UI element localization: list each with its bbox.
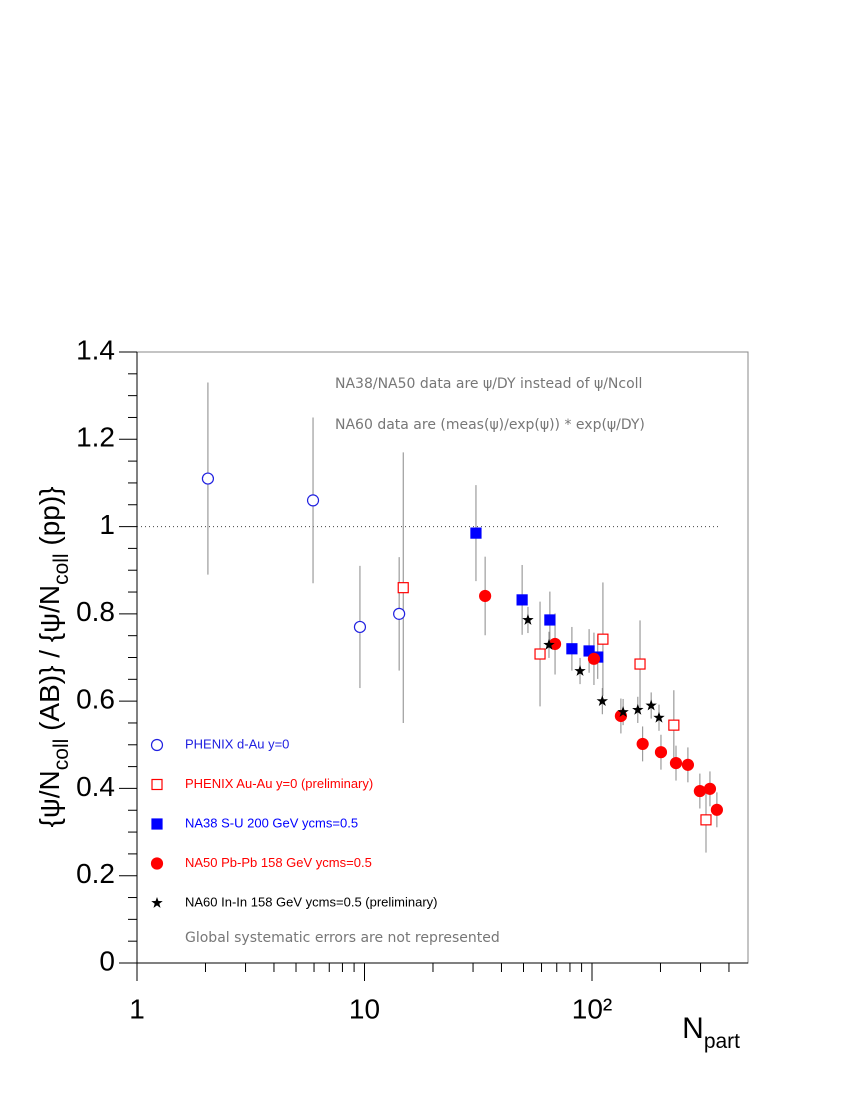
point: [522, 613, 534, 625]
point: [681, 758, 695, 771]
legend-marker: [150, 738, 164, 752]
x-axis-label: Npart: [682, 1012, 740, 1053]
y-tick-label: 1.4: [76, 334, 115, 365]
point: [306, 494, 320, 507]
point: [393, 607, 406, 620]
legend-label: PHENIX d-Au y=0: [185, 736, 289, 751]
point: [703, 782, 717, 795]
y-tick-label: 1.2: [76, 422, 115, 453]
legend-marker: [151, 778, 163, 791]
point: [201, 472, 215, 485]
y-label-part: {ψ/N: [34, 770, 65, 827]
y-tick-label: 0: [99, 945, 115, 976]
y-label-sub: coll: [50, 553, 73, 585]
point: [587, 652, 601, 665]
x-label-part: N: [682, 1012, 704, 1045]
point: [617, 706, 629, 717]
point: [693, 784, 706, 798]
point: [596, 695, 609, 706]
point: [710, 803, 723, 816]
point: [534, 648, 546, 660]
x-tick-label: 1: [129, 993, 145, 1024]
annotation: NA38/NA50 data are ψ/DY instead of ψ/Nco…: [335, 376, 642, 392]
y-tick-label: 0.4: [76, 771, 115, 802]
legend-label: NA50 Pb-Pb 158 GeV ycms=0.5: [185, 855, 372, 870]
point: [574, 665, 586, 676]
x-tick-label: 10: [349, 993, 380, 1024]
point: [479, 589, 492, 603]
y-label-part: (AB)} / {ψ/N: [34, 585, 65, 739]
legend-label: NA38 S-U 200 GeV ycms=0.5: [185, 815, 358, 830]
point: [470, 527, 482, 539]
y-tick-label: 0.2: [76, 858, 115, 889]
x-tick-label: 10²: [572, 993, 612, 1024]
point: [700, 814, 712, 826]
y-tick-label: 0.8: [76, 596, 115, 627]
point: [668, 719, 680, 731]
point: [597, 633, 609, 645]
point: [636, 737, 649, 751]
legend-label: NA60 In-In 158 GeV ycms=0.5 (preliminary…: [185, 894, 438, 909]
x-label-sub: part: [704, 1030, 740, 1053]
y-tick-label: 1: [99, 509, 115, 540]
legend-marker: [150, 857, 164, 870]
point: [544, 614, 556, 626]
point: [634, 658, 646, 670]
point: [645, 699, 657, 711]
annotation: Global systematic errors are not represe…: [185, 930, 500, 946]
point: [543, 638, 555, 650]
annotation: NA60 data are (meas(ψ)/exp(ψ)) * exp(ψ/D…: [335, 417, 645, 433]
y-label-part: (pp)}: [34, 486, 65, 553]
point: [353, 620, 367, 634]
y-label-sub: coll: [50, 739, 73, 771]
point: [566, 643, 578, 655]
legend-marker: [151, 818, 163, 830]
point: [516, 594, 528, 606]
point: [397, 582, 409, 594]
y-tick-label: 0.6: [76, 684, 115, 715]
y-axis-label: {ψ/Ncoll (AB)} / {ψ/Ncoll (pp)}: [34, 486, 72, 827]
legend-label: PHENIX Au-Au y=0 (preliminary): [185, 776, 373, 791]
point: [654, 746, 668, 759]
point: [653, 711, 665, 723]
legend-marker: [151, 897, 163, 908]
point: [669, 757, 683, 770]
plot-frame: [136, 351, 749, 964]
point: [632, 703, 644, 715]
